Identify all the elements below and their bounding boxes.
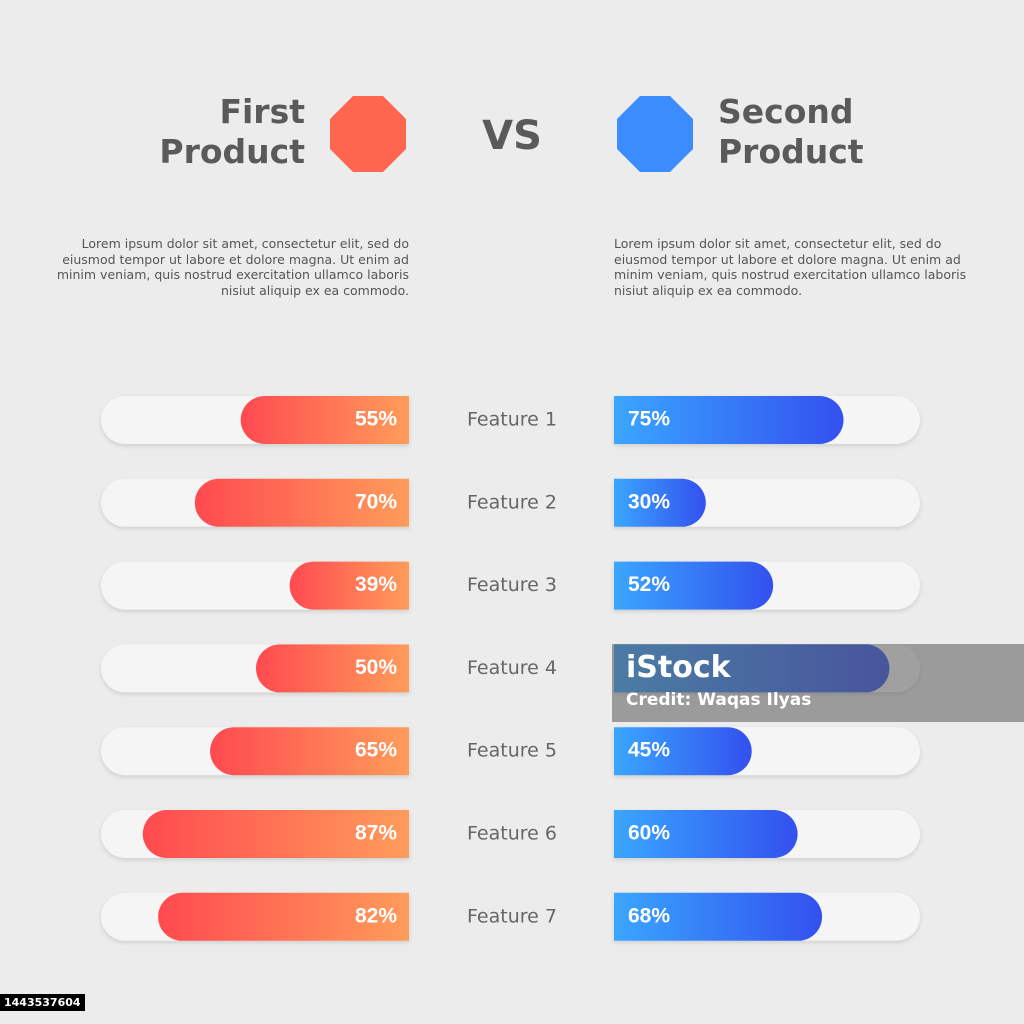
vs-label: VS (482, 113, 542, 159)
value-label: 68% (628, 904, 670, 927)
value-label: 39% (355, 573, 397, 596)
first-icon (330, 96, 406, 172)
bar (289, 561, 409, 610)
feature-label: Feature 7 (467, 905, 557, 927)
bar (614, 561, 774, 610)
feature-label: Feature 3 (467, 574, 557, 596)
image-id: 1443537604 (0, 994, 85, 1011)
bar (240, 396, 409, 444)
bar (158, 892, 409, 941)
feature-label: Feature 5 (467, 740, 557, 762)
second-product-name: Second Product (718, 92, 864, 171)
feature-label: Feature 1 (467, 409, 557, 431)
bar (210, 727, 409, 776)
bar (614, 810, 798, 858)
bar (142, 810, 409, 858)
value-label: 70% (355, 490, 397, 513)
value-label: 60% (628, 822, 670, 845)
value-label: 75% (628, 408, 670, 431)
value-label: 52% (628, 573, 670, 596)
second-description: Lorem ipsum dolor sit amet, consectetur … (614, 236, 967, 298)
bar (614, 727, 752, 776)
first-product-name: First Product (159, 92, 305, 171)
bar (614, 478, 706, 527)
watermark-brand: iStock (626, 650, 731, 685)
value-label: 55% (355, 408, 397, 431)
feature-label: Feature 4 (467, 657, 557, 679)
bar (614, 396, 844, 444)
value-label: 30% (628, 490, 670, 513)
bar (194, 478, 409, 527)
first-description: Lorem ipsum dolor sit amet, consectetur … (56, 236, 409, 298)
second-icon (617, 96, 693, 172)
watermark: iStock Credit: Waqas Ilyas (612, 644, 1024, 722)
value-label: 65% (355, 739, 397, 762)
value-label: 82% (355, 904, 397, 927)
value-label: 45% (628, 739, 670, 762)
feature-label: Feature 2 (467, 491, 557, 513)
bar (614, 892, 823, 941)
feature-label: Feature 6 (467, 823, 557, 845)
value-label: 50% (355, 656, 397, 679)
watermark-credit: Credit: Waqas Ilyas (626, 690, 812, 710)
bar (256, 644, 409, 693)
value-label: 87% (355, 822, 397, 845)
